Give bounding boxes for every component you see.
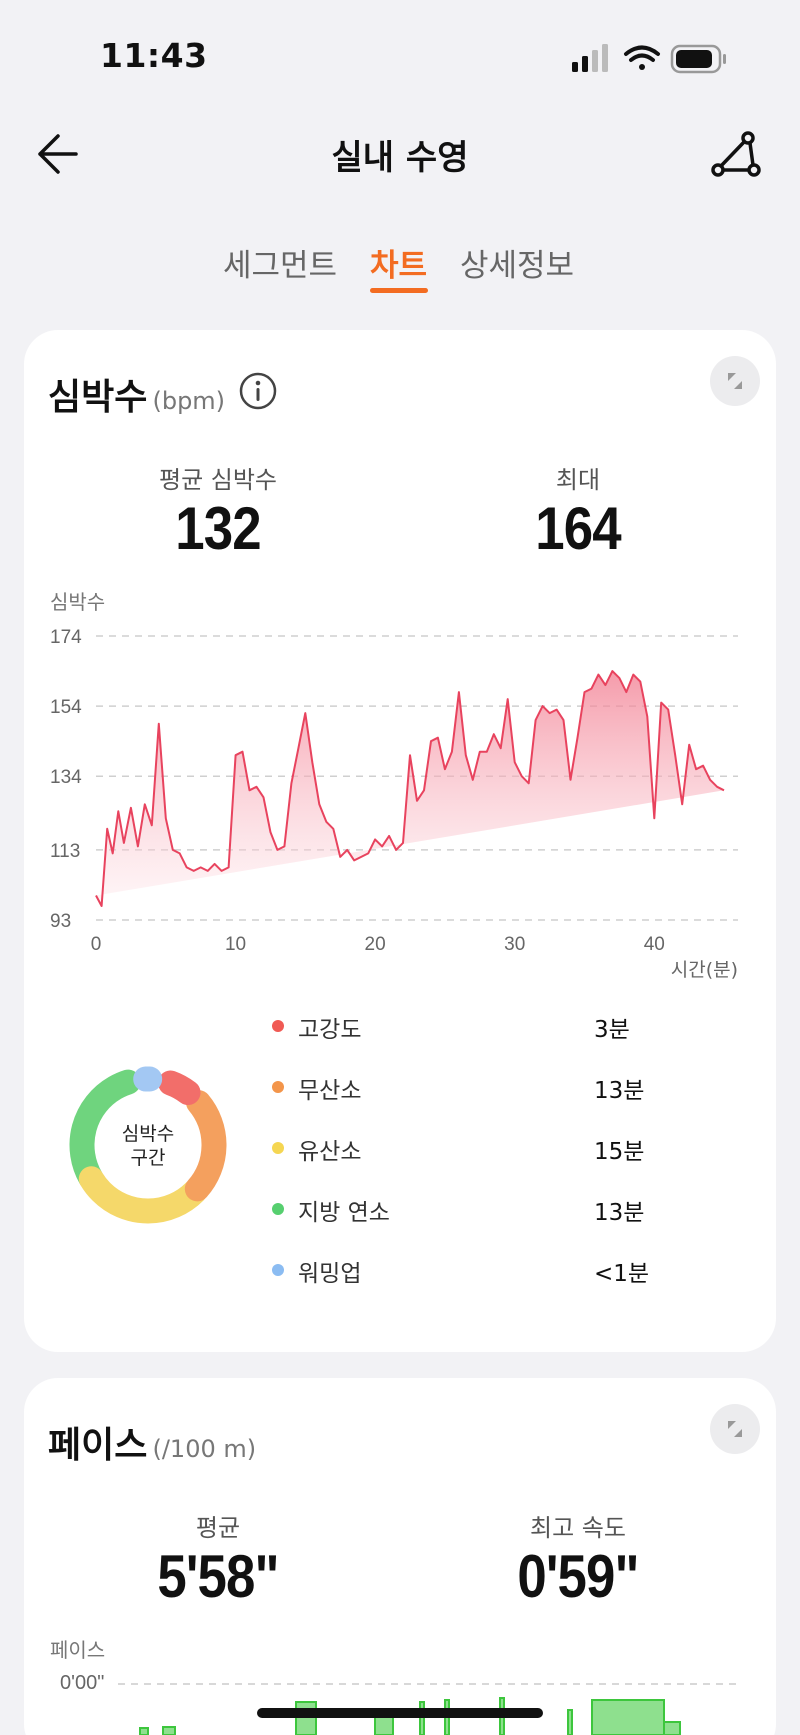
active-tab-indicator (370, 288, 428, 293)
legend-item: 고강도 3분 (272, 1010, 712, 1071)
heart-rate-chart: 174 154 134 113 93 0 10 20 30 40 시간(분) (50, 627, 738, 981)
zone-name: 워밍업 (298, 1261, 362, 1287)
zone-value: <1분 (594, 1261, 650, 1287)
zone-name: 고강도 (298, 1017, 362, 1043)
expand-button[interactable] (710, 356, 760, 406)
tab-details[interactable]: 상세정보 (460, 248, 575, 284)
expand-icon (728, 373, 742, 389)
pace-y-tick: 0'00" (60, 1672, 105, 1694)
zone-name: 유산소 (298, 1139, 362, 1165)
y-tick-label: 93 (50, 911, 71, 932)
heart-rate-area (96, 671, 724, 906)
back-button[interactable] (32, 124, 92, 184)
max-heart-rate-label: 최대 (555, 466, 601, 494)
route-icon[interactable] (706, 126, 766, 186)
legend-item: 유산소 15분 (272, 1132, 712, 1193)
pace-unit: (/100 m) (152, 1435, 257, 1463)
tab-chart[interactable]: 차트 (370, 248, 428, 284)
pace-expand-button[interactable] (710, 1404, 760, 1454)
avg-heart-rate-label: 평균 심박수 (158, 466, 278, 494)
pace-title-text: 페이스 (48, 1425, 148, 1466)
legend-item: 워밍업 <1분 (272, 1254, 712, 1315)
zone-warmup-dot (272, 1264, 284, 1276)
wifi-icon (624, 45, 660, 70)
legend-item: 지방 연소 13분 (272, 1193, 712, 1254)
x-tick-label: 30 (504, 934, 525, 955)
pace-chart (118, 1683, 740, 1735)
y-tick-label: 154 (50, 697, 82, 718)
info-icon[interactable] (238, 371, 278, 411)
zone-name: 지방 연소 (298, 1200, 390, 1226)
expand-icon (728, 1421, 742, 1437)
x-tick-label: 10 (225, 934, 246, 955)
zone-aerobic-dot (272, 1142, 284, 1154)
tab-segment[interactable]: 세그먼트 (223, 248, 338, 284)
pace-title: 페이스 (/100 m) (48, 1416, 256, 1468)
avg-pace-label: 평균 (195, 1514, 241, 1542)
zone-legend: 고강도 3분 무산소 13분 유산소 15분 지방 연소 13분 워밍업 <1분 (272, 1010, 712, 1315)
y-tick-label: 134 (50, 767, 82, 788)
battery-icon (670, 44, 726, 74)
y-tick-label: 113 (50, 841, 80, 862)
zone-high-arc (69, 1066, 227, 1224)
zone-fat-burn-dot (272, 1203, 284, 1215)
zone-donut-chart (69, 1066, 227, 1224)
zone-name: 무산소 (298, 1078, 362, 1104)
pace-card (24, 1378, 776, 1735)
heart-rate-title-text: 심박수 (48, 377, 148, 418)
heart-rate-title: 심박수 (bpm) (48, 368, 225, 420)
zone-warmup-arc (69, 1066, 227, 1224)
zone-anaerobic-dot (272, 1081, 284, 1093)
x-tick-label: 20 (365, 934, 386, 955)
signal-icon (572, 44, 608, 72)
hr-y-axis-title: 심박수 (50, 590, 106, 614)
best-pace-value: 0'59" (517, 1543, 639, 1610)
zone-center-line2: 구간 (130, 1147, 166, 1169)
zone-value: 15분 (594, 1139, 645, 1165)
avg-heart-rate-value: 132 (175, 495, 261, 562)
status-icons (572, 44, 726, 74)
legend-item: 무산소 13분 (272, 1071, 712, 1132)
zone-anaerobic-arc (69, 1066, 227, 1224)
zone-value: 13분 (594, 1200, 645, 1226)
heart-rate-line (95, 670, 725, 907)
heart-rate-unit: (bpm) (152, 387, 226, 415)
zone-donut-center: 심박수 구간 (98, 1122, 198, 1170)
status-time: 11:43 (100, 36, 208, 75)
zone-center-line1: 심박수 (121, 1123, 175, 1145)
x-axis-title: 시간(분) (671, 959, 738, 981)
max-heart-rate-value: 164 (535, 495, 621, 562)
best-pace-label: 최고 속도 (530, 1514, 626, 1542)
zone-high-dot (272, 1020, 284, 1032)
avg-pace-value: 5'58" (157, 1543, 279, 1610)
zone-value: 13분 (594, 1078, 645, 1104)
home-indicator (257, 1708, 543, 1718)
y-tick-label: 174 (50, 627, 82, 648)
x-tick-label: 0 (91, 934, 102, 955)
x-tick-label: 40 (644, 934, 665, 955)
pace-y-axis-title: 페이스 (50, 1638, 106, 1662)
page-title: 실내 수영 (331, 138, 469, 178)
zone-value: 3분 (594, 1017, 630, 1043)
